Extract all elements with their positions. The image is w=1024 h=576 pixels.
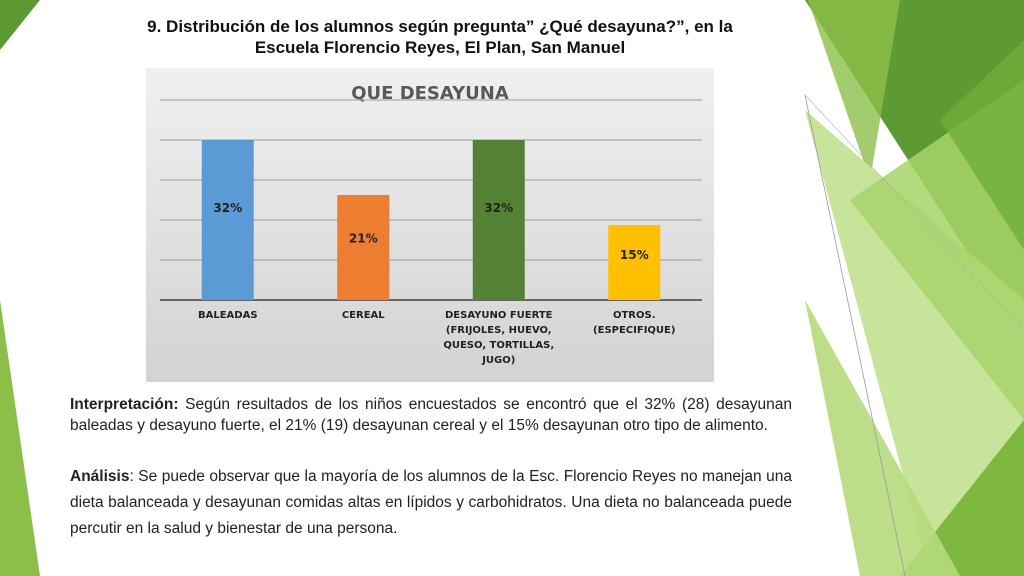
bar — [472, 140, 525, 300]
category-label: CEREAL — [342, 310, 385, 321]
bar-chart: QUE DESAYUNA 32% BALEADAS 21% CEREAL 32% DESAY… — [160, 83, 702, 366]
interpretation-text: Según resultados de los niños encuestado… — [70, 396, 792, 434]
category-label: QUESO, TORTILLAS, — [443, 340, 554, 351]
analysis-paragraph: Análisis: Se puede observar que la mayor… — [70, 464, 792, 542]
bar — [337, 195, 390, 300]
data-label: 15% — [620, 248, 649, 262]
data-label: 21% — [349, 231, 378, 245]
interpretation-paragraph: Interpretación: Según resultados de los … — [70, 394, 792, 436]
document-title-line-1: 9. Distribución de los alumnos según pre… — [147, 17, 733, 36]
chart-panel: QUE DESAYUNA 32% BALEADAS 21% CEREAL 32% DESAY… — [146, 68, 714, 382]
data-label: 32% — [213, 201, 242, 215]
bar — [608, 225, 661, 300]
category-label: (ESPECIFIQUE) — [593, 325, 675, 336]
category-label: DESAYUNO FUERTE — [445, 310, 553, 321]
data-label: 32% — [484, 201, 513, 215]
category-label: OTROS. — [613, 310, 656, 321]
bar — [201, 140, 254, 300]
analysis-label: Análisis — [70, 468, 130, 485]
interpretation-label: Interpretación: — [70, 396, 179, 413]
analysis-text: : Se puede observar que la mayoría de lo… — [70, 468, 792, 537]
document-title: 9. Distribución de los alumnos según pre… — [60, 16, 820, 58]
document-title-line-2: Escuela Florencio Reyes, El Plan, San Ma… — [254, 38, 626, 57]
chart-title: QUE DESAYUNA — [351, 83, 509, 104]
category-label: (FRIJOLES, HUEVO, — [446, 325, 552, 336]
category-label: JUGO) — [481, 355, 515, 366]
category-label: BALEADAS — [198, 310, 258, 321]
